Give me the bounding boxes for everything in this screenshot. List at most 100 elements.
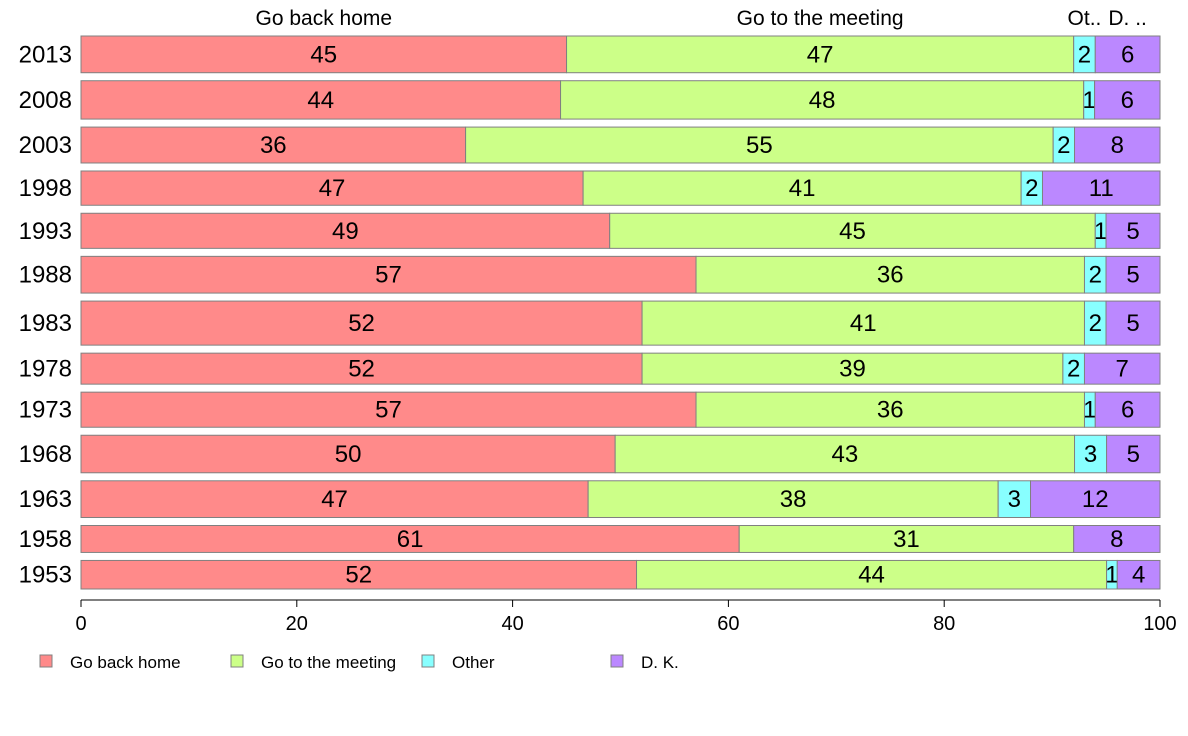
- bar-segment: [80, 480, 589, 519]
- data-label: 5: [1126, 310, 1139, 337]
- bar-segment: [1105, 212, 1161, 249]
- bar-segment: [465, 126, 1054, 164]
- legend-swatch: [230, 654, 244, 668]
- data-label: 2: [1078, 41, 1091, 68]
- legend-label: Go to the meeting: [261, 653, 396, 672]
- data-label: 31: [893, 526, 920, 553]
- data-label: 45: [839, 218, 866, 245]
- legend-swatch: [610, 654, 624, 668]
- data-label: 55: [746, 132, 773, 159]
- data-label: 5: [1126, 262, 1139, 289]
- data-label: 47: [319, 175, 346, 202]
- data-label: 49: [332, 218, 359, 245]
- bar-segment: [695, 255, 1085, 294]
- data-label: 2: [1025, 175, 1038, 202]
- data-label: 45: [310, 41, 337, 68]
- data-label: 44: [307, 87, 334, 114]
- data-label: 1: [1082, 87, 1095, 114]
- bar-segment: [738, 525, 1075, 553]
- bar-segment: [80, 255, 697, 294]
- top-column-label: Go back home: [255, 7, 392, 30]
- top-column-label: D. ..: [1108, 7, 1147, 30]
- x-tick-label: 100: [1143, 613, 1176, 635]
- data-label: 48: [809, 87, 836, 114]
- x-tick-label: 80: [933, 613, 955, 635]
- bar-segment: [80, 170, 584, 206]
- bar-segment: [560, 80, 1085, 120]
- x-tick-label: 60: [717, 613, 739, 635]
- data-label: 2: [1067, 356, 1080, 383]
- bar-segment: [80, 126, 467, 164]
- bar-segment: [609, 212, 1096, 249]
- bar-segment: [566, 35, 1075, 74]
- data-label: 52: [348, 310, 375, 337]
- data-label: 36: [877, 397, 904, 424]
- data-label: 1: [1094, 218, 1107, 245]
- data-label: 41: [789, 175, 816, 202]
- bar-segment: [1116, 559, 1161, 590]
- category-label: 1963: [19, 486, 72, 513]
- top-column-label: Go to the meeting: [737, 7, 904, 30]
- category-label: 2013: [19, 41, 72, 68]
- bar-segment: [80, 391, 697, 428]
- data-label: 36: [260, 132, 287, 159]
- bar-segment: [641, 300, 1085, 346]
- bar-segment: [1074, 434, 1108, 474]
- data-label: 38: [780, 486, 807, 513]
- x-tick-label: 20: [286, 613, 308, 635]
- data-label: 47: [321, 486, 348, 513]
- category-label: 1993: [19, 218, 72, 245]
- bar-segment: [1074, 126, 1161, 164]
- bar-segment: [1094, 391, 1161, 428]
- top-column-label: Ot..: [1068, 7, 1102, 30]
- bar-segment: [1083, 352, 1161, 385]
- data-label: 8: [1111, 132, 1124, 159]
- category-label: 1968: [19, 441, 72, 468]
- data-label: 41: [850, 310, 877, 337]
- bar-segment: [1030, 480, 1161, 519]
- legend-label: Other: [452, 653, 495, 672]
- data-label: 39: [839, 356, 866, 383]
- x-tick-label: 40: [501, 613, 523, 635]
- category-label: 2008: [19, 87, 72, 114]
- data-label: 11: [1089, 175, 1114, 202]
- data-label: 12: [1082, 486, 1109, 513]
- bar-segment: [80, 35, 568, 74]
- data-label: 3: [1008, 486, 1021, 513]
- data-label: 6: [1121, 41, 1134, 68]
- category-label: 1953: [19, 562, 72, 589]
- data-label: 50: [335, 441, 362, 468]
- legend-label: D. K.: [641, 653, 679, 672]
- bar-segment: [1105, 300, 1161, 346]
- bar-segment: [80, 212, 611, 249]
- bar-segment: [80, 352, 643, 385]
- data-label: 6: [1121, 87, 1134, 114]
- data-label: 2: [1057, 132, 1070, 159]
- data-label: 1: [1105, 562, 1118, 589]
- bar-segment: [641, 352, 1064, 385]
- data-label: 1: [1083, 397, 1096, 424]
- data-label: 7: [1116, 356, 1129, 383]
- data-label: 57: [375, 262, 402, 289]
- legend-swatch: [421, 654, 435, 668]
- legend-label: Go back home: [70, 653, 181, 672]
- bar-segment: [1041, 170, 1161, 206]
- bar-segment: [695, 391, 1085, 428]
- bar-segment: [1073, 525, 1161, 553]
- bar-segment: [1094, 35, 1161, 74]
- data-label: 3: [1084, 441, 1097, 468]
- data-label: 4: [1132, 562, 1145, 589]
- data-label: 5: [1127, 441, 1140, 468]
- category-label: 1988: [19, 262, 72, 289]
- category-label: 1973: [19, 397, 72, 424]
- bar-segment: [997, 480, 1032, 519]
- data-label: 2: [1089, 262, 1102, 289]
- bar-segment: [582, 170, 1022, 206]
- data-label: 6: [1121, 397, 1134, 424]
- data-label: 61: [397, 526, 424, 553]
- category-label: 2003: [19, 132, 72, 159]
- data-label: 8: [1110, 526, 1123, 553]
- bar-segment: [1105, 255, 1161, 294]
